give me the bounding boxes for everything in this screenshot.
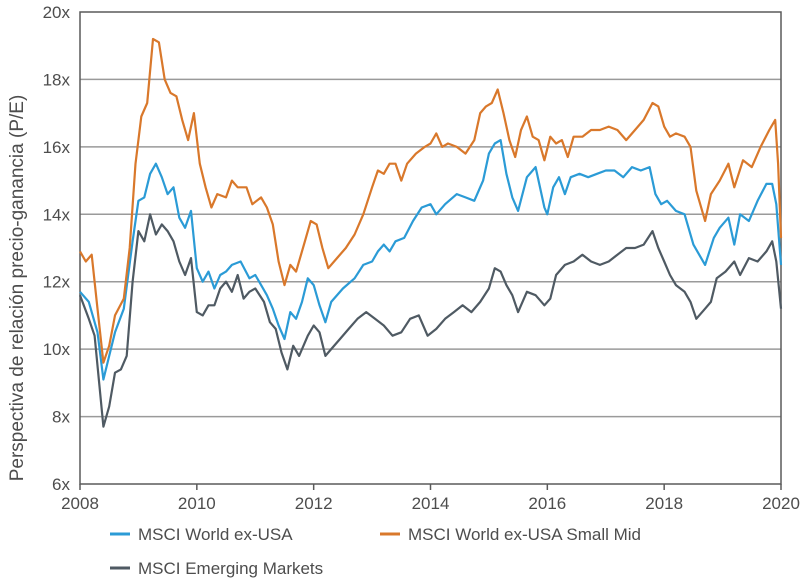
- y-axis-title: Perspectiva de relación precio-ganancia …: [7, 95, 28, 482]
- plot-frame: [79, 11, 782, 485]
- x-tick-label: 2020: [762, 494, 800, 513]
- series-line-3: [78, 213, 783, 428]
- y-tick-label: 20x: [43, 3, 71, 22]
- legend-label-1: MSCI World ex-USA: [138, 525, 293, 544]
- legend: MSCI World ex-USA MSCI World ex-USA Small…: [110, 525, 641, 578]
- x-tick-label: 2012: [295, 494, 333, 513]
- x-tick-label: 2008: [61, 494, 99, 513]
- y-tick-label: 18x: [43, 70, 71, 89]
- tick-labels: 6x 8x 10x 12x 14x 16x 18x 20x 2008 2010 2012 2014 20…: [43, 3, 800, 513]
- x-tick-label: 2018: [645, 494, 683, 513]
- y-tick-label: 6x: [52, 475, 70, 494]
- y-tick-label: 16x: [43, 138, 71, 157]
- x-tick-label: 2014: [412, 494, 450, 513]
- series-line-1: [79, 139, 783, 381]
- x-tick-label: 2010: [178, 494, 216, 513]
- legend-label-3: MSCI Emerging Markets: [138, 559, 323, 578]
- y-tick-label: 12x: [43, 273, 71, 292]
- legend-label-2: MSCI World ex-USA Small Mid: [408, 525, 641, 544]
- series-line-2: [79, 37, 783, 364]
- y-tick-label: 14x: [43, 205, 71, 224]
- y-tick-label: 10x: [43, 340, 71, 359]
- y-tick-label: 8x: [52, 408, 70, 427]
- x-tick-label: 2016: [528, 494, 566, 513]
- series-lines: [78, 37, 783, 428]
- axes: [79, 11, 782, 490]
